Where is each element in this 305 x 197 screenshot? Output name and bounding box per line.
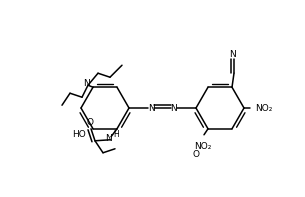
Text: N: N (148, 103, 155, 112)
Text: N: N (230, 50, 236, 59)
Text: N: N (84, 79, 90, 88)
Text: NO₂: NO₂ (194, 142, 212, 151)
Text: N: N (170, 103, 177, 112)
Text: N: N (106, 134, 112, 143)
Text: NO₂: NO₂ (255, 103, 273, 112)
Text: HO: HO (72, 130, 86, 139)
Text: O: O (192, 150, 199, 159)
Text: O: O (87, 118, 94, 127)
Text: H: H (113, 130, 119, 139)
